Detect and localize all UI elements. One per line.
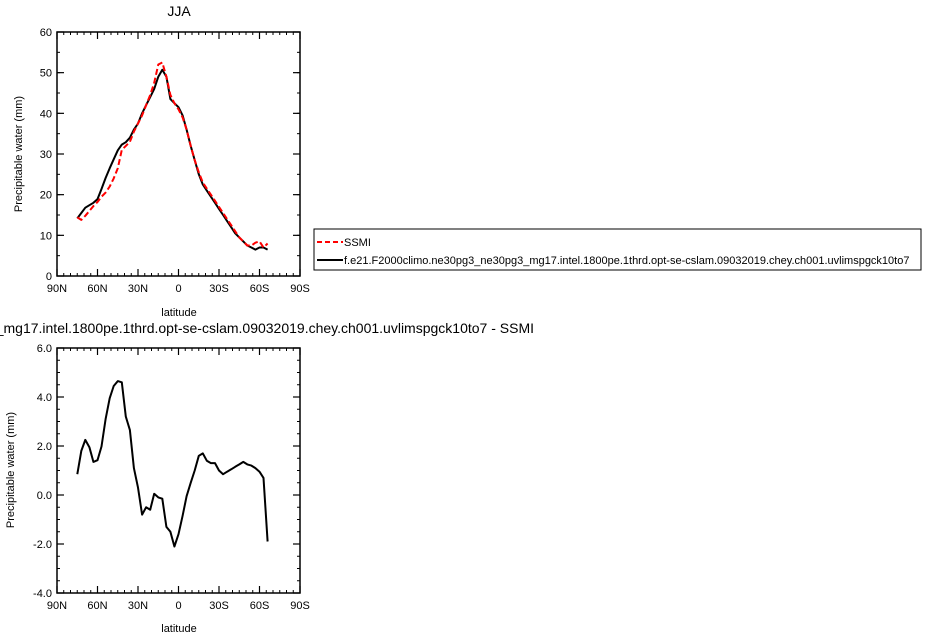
x-tick-label: 90N [47, 283, 67, 295]
legend-label-ssmi: SSMI [344, 237, 371, 249]
y-tick-label: 0 [46, 271, 52, 283]
x-tick-label: 30S [209, 283, 229, 295]
series-line-ssmi-top [76, 61, 269, 249]
series-line-model-top [76, 68, 269, 251]
y-tick-label: 4.0 [37, 392, 52, 404]
x-axis-label-top: latitude [161, 307, 196, 319]
x-tick-label: 0 [175, 283, 181, 295]
y-tick-label: 50 [40, 68, 52, 80]
x-tick-label: 0 [175, 600, 181, 612]
chart-title-top: JJA [167, 3, 191, 19]
x-axis-label-bottom: latitude [161, 623, 196, 635]
y-tick-label: 20 [40, 190, 52, 202]
y-tick-label: -4.0 [33, 588, 52, 600]
x-tick-label: 90S [290, 283, 310, 295]
y-tick-label: 10 [40, 230, 52, 242]
y-axis-label-top: Precipitable water (mm) [13, 96, 25, 212]
x-tick-label: 60N [87, 600, 107, 612]
plot-panels: 0 10 20 30 40 50 60 90N 60N 30N 0 30S 60S 90S -4.0 -2.0… [33, 27, 310, 612]
x-tick-label: 60N [87, 283, 107, 295]
y-axis-label-bottom: Precipitable water (mm) [5, 412, 17, 528]
y-tick-label: 30 [40, 149, 52, 161]
y-tick-label: -2.0 [33, 539, 52, 551]
y-tick-label: 0.0 [37, 490, 52, 502]
x-tick-label: 60S [250, 283, 270, 295]
series-line-model-bottom [76, 380, 269, 548]
y-tick-label: 2.0 [37, 441, 52, 453]
y-tick-label: 60 [40, 27, 52, 39]
legend-label-model: f.e21.F2000climo.ne30pg3_ne30pg3_mg17.in… [344, 255, 909, 267]
plot-frame-top [56, 31, 301, 277]
chart-title-bottom: f.e21.F2000climo.ne30pg3_ne30pg3_mg17.in… [0, 320, 534, 336]
x-tick-label: 60S [250, 600, 270, 612]
plot-frame-bottom [56, 347, 301, 594]
x-tick-label: 30S [209, 600, 229, 612]
y-tick-label: 6.0 [37, 343, 52, 355]
legend-box [313, 228, 922, 271]
x-tick-label: 30N [128, 600, 148, 612]
x-tick-label: 90S [290, 600, 310, 612]
y-tick-label: 40 [40, 108, 52, 120]
x-tick-label: 30N [128, 283, 148, 295]
x-tick-label: 90N [47, 600, 67, 612]
